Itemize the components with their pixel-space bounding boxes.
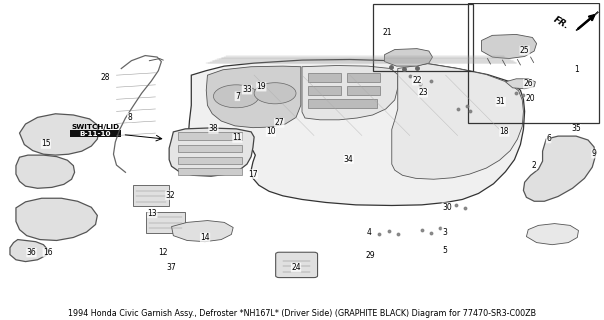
- Bar: [308, 86, 341, 95]
- Text: 12: 12: [158, 248, 168, 257]
- FancyBboxPatch shape: [275, 252, 318, 277]
- Polygon shape: [527, 224, 579, 245]
- Text: 3: 3: [442, 228, 447, 236]
- Circle shape: [254, 83, 296, 104]
- Polygon shape: [481, 35, 536, 59]
- Text: 24: 24: [291, 263, 301, 272]
- Text: 8: 8: [127, 113, 132, 122]
- Bar: [178, 156, 242, 164]
- Bar: [347, 86, 380, 95]
- Polygon shape: [206, 66, 301, 128]
- Text: 34: 34: [344, 155, 353, 164]
- Text: 6: 6: [546, 134, 551, 143]
- Polygon shape: [576, 12, 598, 30]
- Text: 37: 37: [167, 263, 176, 272]
- Text: 4: 4: [367, 228, 371, 236]
- Text: 26: 26: [524, 79, 533, 88]
- Text: 17: 17: [248, 170, 258, 179]
- Text: SWITCH/LID: SWITCH/LID: [71, 124, 120, 130]
- Polygon shape: [392, 64, 524, 179]
- Bar: [178, 145, 242, 152]
- Text: 36: 36: [27, 248, 36, 257]
- Text: 7: 7: [235, 92, 240, 101]
- Text: 16: 16: [43, 248, 53, 257]
- Text: 29: 29: [365, 251, 375, 260]
- Polygon shape: [524, 136, 595, 201]
- Polygon shape: [19, 114, 98, 155]
- Polygon shape: [302, 66, 398, 120]
- Polygon shape: [10, 240, 48, 261]
- Text: 38: 38: [208, 124, 218, 133]
- Bar: [71, 130, 121, 137]
- Text: 10: 10: [266, 127, 275, 136]
- Text: 30: 30: [442, 203, 452, 212]
- Bar: [308, 99, 377, 108]
- Bar: [373, 4, 473, 71]
- Text: 15: 15: [41, 140, 51, 148]
- Text: 35: 35: [571, 124, 581, 133]
- Bar: [468, 4, 599, 124]
- Text: 21: 21: [382, 28, 392, 37]
- Text: 28: 28: [101, 73, 111, 82]
- Text: 19: 19: [257, 82, 266, 91]
- Text: FR.: FR.: [551, 15, 570, 31]
- Text: 31: 31: [496, 97, 506, 106]
- Text: 18: 18: [500, 127, 509, 136]
- Text: 1994 Honda Civic Garnish Assy., Defroster *NH167L* (Driver Side) (GRAPHITE BLACK: 1994 Honda Civic Garnish Assy., Defroste…: [68, 309, 536, 318]
- Text: 2: 2: [532, 161, 536, 170]
- Text: 9: 9: [591, 149, 597, 158]
- Text: 27: 27: [274, 118, 284, 127]
- Bar: [146, 212, 185, 233]
- Text: 11: 11: [233, 133, 242, 142]
- Polygon shape: [16, 155, 74, 188]
- Text: 20: 20: [526, 94, 535, 103]
- Bar: [347, 73, 380, 82]
- Text: 1: 1: [574, 65, 579, 74]
- Polygon shape: [188, 60, 525, 205]
- Bar: [133, 185, 169, 206]
- Text: 23: 23: [418, 88, 428, 97]
- Text: 32: 32: [165, 191, 175, 200]
- Text: 14: 14: [201, 233, 210, 242]
- Polygon shape: [16, 198, 97, 240]
- Bar: [178, 168, 242, 175]
- Text: 33: 33: [242, 85, 252, 94]
- Text: 5: 5: [442, 246, 447, 255]
- Text: B-11-10: B-11-10: [80, 131, 111, 137]
- Polygon shape: [506, 79, 535, 89]
- Text: 22: 22: [412, 76, 422, 85]
- Bar: [308, 73, 341, 82]
- Circle shape: [213, 85, 259, 108]
- Polygon shape: [385, 49, 432, 66]
- Text: 25: 25: [520, 46, 530, 55]
- Polygon shape: [172, 220, 233, 242]
- Polygon shape: [169, 128, 254, 176]
- Text: 13: 13: [147, 209, 157, 218]
- Bar: [178, 132, 242, 140]
